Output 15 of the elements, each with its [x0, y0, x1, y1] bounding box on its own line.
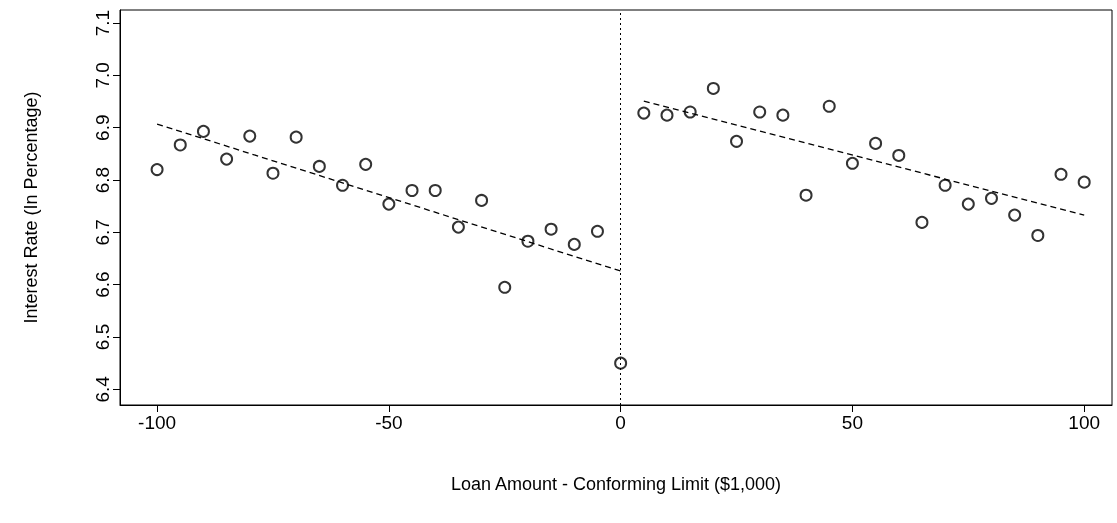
y-tick-label: 7.0 — [92, 62, 113, 89]
x-tick-label: -50 — [375, 412, 403, 433]
x-axis-title: Loan Amount - Conforming Limit ($1,000) — [450, 474, 782, 494]
x-tick-label: 100 — [1068, 412, 1101, 433]
x-tick-label: 50 — [841, 412, 863, 433]
y-tick-label: 6.4 — [92, 375, 113, 403]
y-tick-label: 7.1 — [92, 9, 113, 37]
x-tick-label: -100 — [138, 412, 177, 433]
y-tick-label: 6.6 — [92, 271, 113, 298]
y-tick-label: 6.8 — [92, 166, 113, 194]
y-axis-title: Interest Rate (In Percentage) — [21, 91, 41, 324]
y-tick-label: 6.9 — [92, 114, 113, 141]
x-tick-label: 0 — [615, 412, 626, 433]
y-tick-label: 6.5 — [92, 323, 113, 351]
y-tick-label: 6.7 — [92, 219, 113, 246]
